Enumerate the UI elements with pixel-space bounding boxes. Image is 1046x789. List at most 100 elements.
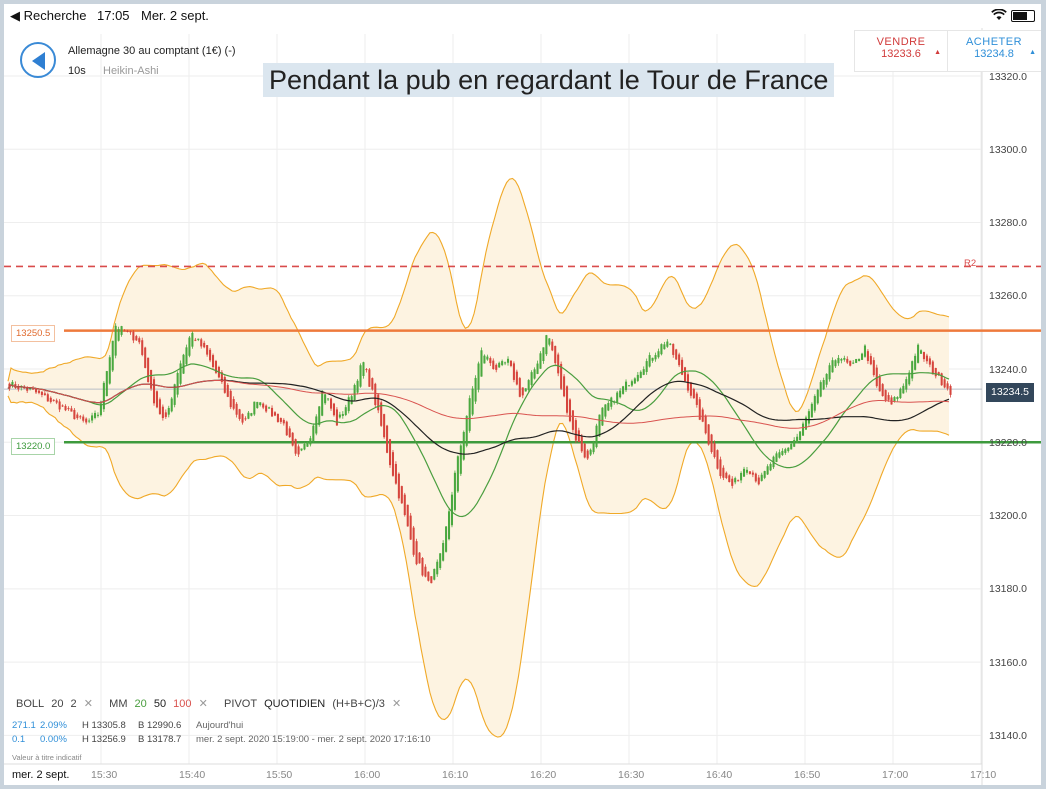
candle xyxy=(512,363,515,380)
candle xyxy=(135,336,138,341)
candle xyxy=(91,415,94,421)
candle xyxy=(719,459,722,477)
candle xyxy=(946,383,949,389)
candle xyxy=(474,377,477,402)
y-tick: 13240.0 xyxy=(989,364,1027,376)
candle xyxy=(905,379,908,390)
app-frame: ◀ Recherche 17:05 Mer. 2 sept. Allemagne… xyxy=(4,4,1041,785)
status-time: 17:05 xyxy=(97,8,130,23)
candle xyxy=(462,432,465,460)
candle xyxy=(400,486,403,504)
y-tick: 13140.0 xyxy=(989,730,1027,742)
candle xyxy=(855,359,858,363)
x-tick: 15:40 xyxy=(179,769,206,781)
candle xyxy=(138,338,141,343)
change-points: 0.1 xyxy=(12,734,26,745)
low-value: B 13178.7 xyxy=(138,734,182,745)
battery-icon xyxy=(1011,10,1035,22)
candle xyxy=(170,398,173,412)
candle xyxy=(495,364,498,370)
candle xyxy=(645,361,648,373)
candle xyxy=(412,527,415,555)
remove-pivot-icon[interactable]: ✕ xyxy=(391,698,402,710)
x-tick: 15:30 xyxy=(91,769,118,781)
candle xyxy=(878,376,881,392)
x-tick: 17:00 xyxy=(882,769,909,781)
candle xyxy=(766,466,769,475)
candle xyxy=(152,379,156,404)
sell-button[interactable]: VENDRE 13233.6 ▲ xyxy=(855,31,948,71)
candle xyxy=(465,415,468,446)
candle xyxy=(919,350,923,354)
candle xyxy=(456,456,459,492)
back-button[interactable] xyxy=(20,42,56,78)
change-points: 271.1 xyxy=(12,720,36,731)
back-to-search-link[interactable]: ◀ Recherche xyxy=(10,8,87,23)
candle xyxy=(327,398,330,400)
candle xyxy=(828,365,831,380)
candle xyxy=(757,477,760,485)
candle xyxy=(545,335,548,355)
y-tick: 13300.0 xyxy=(989,144,1027,156)
candle xyxy=(67,408,70,410)
candle xyxy=(359,365,362,387)
candle xyxy=(580,436,583,452)
candle xyxy=(120,326,123,335)
info-row-range: 0.1 0.00% H 13256.9 B 13178.7 mer. 2 sept. 2… xyxy=(12,734,431,745)
candle xyxy=(565,386,569,413)
candle xyxy=(745,469,749,473)
candle xyxy=(917,344,920,363)
bollinger-upper xyxy=(7,177,950,413)
buy-button[interactable]: ACHETER 13234.8 ▲ xyxy=(948,31,1040,71)
change-pct: 2.09% xyxy=(40,720,67,731)
candle xyxy=(471,388,474,415)
candle xyxy=(849,360,852,366)
candle xyxy=(928,358,931,365)
remove-boll-icon[interactable]: ✕ xyxy=(83,698,93,710)
candle xyxy=(884,390,887,401)
candle xyxy=(197,338,200,340)
candle xyxy=(681,359,684,375)
candle xyxy=(88,420,91,422)
candle xyxy=(99,403,102,416)
candle xyxy=(406,504,409,527)
timeframe-selector[interactable]: 10s xyxy=(68,65,86,77)
candle xyxy=(447,511,451,540)
candle xyxy=(268,407,271,409)
candle xyxy=(533,369,536,379)
level-label-resistance[interactable]: 13250.5 xyxy=(11,325,56,342)
candle xyxy=(276,413,279,422)
candle xyxy=(843,357,846,360)
candle xyxy=(329,398,333,409)
candle xyxy=(627,385,631,387)
candle xyxy=(872,360,875,376)
candle xyxy=(123,330,126,332)
candle xyxy=(176,373,179,395)
candle xyxy=(365,369,368,371)
candle xyxy=(819,382,822,397)
candle xyxy=(273,412,277,416)
wifi-icon xyxy=(991,8,1007,24)
candle xyxy=(713,443,716,458)
candle xyxy=(524,388,527,392)
price-chart[interactable] xyxy=(4,4,1041,785)
y-tick: 13260.0 xyxy=(989,290,1027,302)
candle xyxy=(949,385,952,395)
pivot-formula: (H+B+C)/3 xyxy=(332,698,385,710)
candle xyxy=(539,353,542,369)
bollinger-band-fill xyxy=(8,178,949,738)
candle xyxy=(70,408,73,412)
candle xyxy=(150,369,153,389)
candle xyxy=(787,447,790,452)
candle xyxy=(223,377,226,393)
candle xyxy=(55,400,58,403)
remove-mm-icon[interactable]: ✕ xyxy=(198,698,208,710)
level-label-support[interactable]: 13220.0 xyxy=(11,438,56,455)
chart-type-selector[interactable]: Heikin-Ashi xyxy=(103,65,159,77)
period-label: mer. 2 sept. 2020 15:19:00 - mer. 2 sept… xyxy=(196,734,431,745)
candle xyxy=(816,389,819,404)
candle xyxy=(893,397,896,401)
candle xyxy=(300,448,303,451)
pivot-name: PIVOT xyxy=(224,698,258,710)
candle xyxy=(607,403,610,411)
